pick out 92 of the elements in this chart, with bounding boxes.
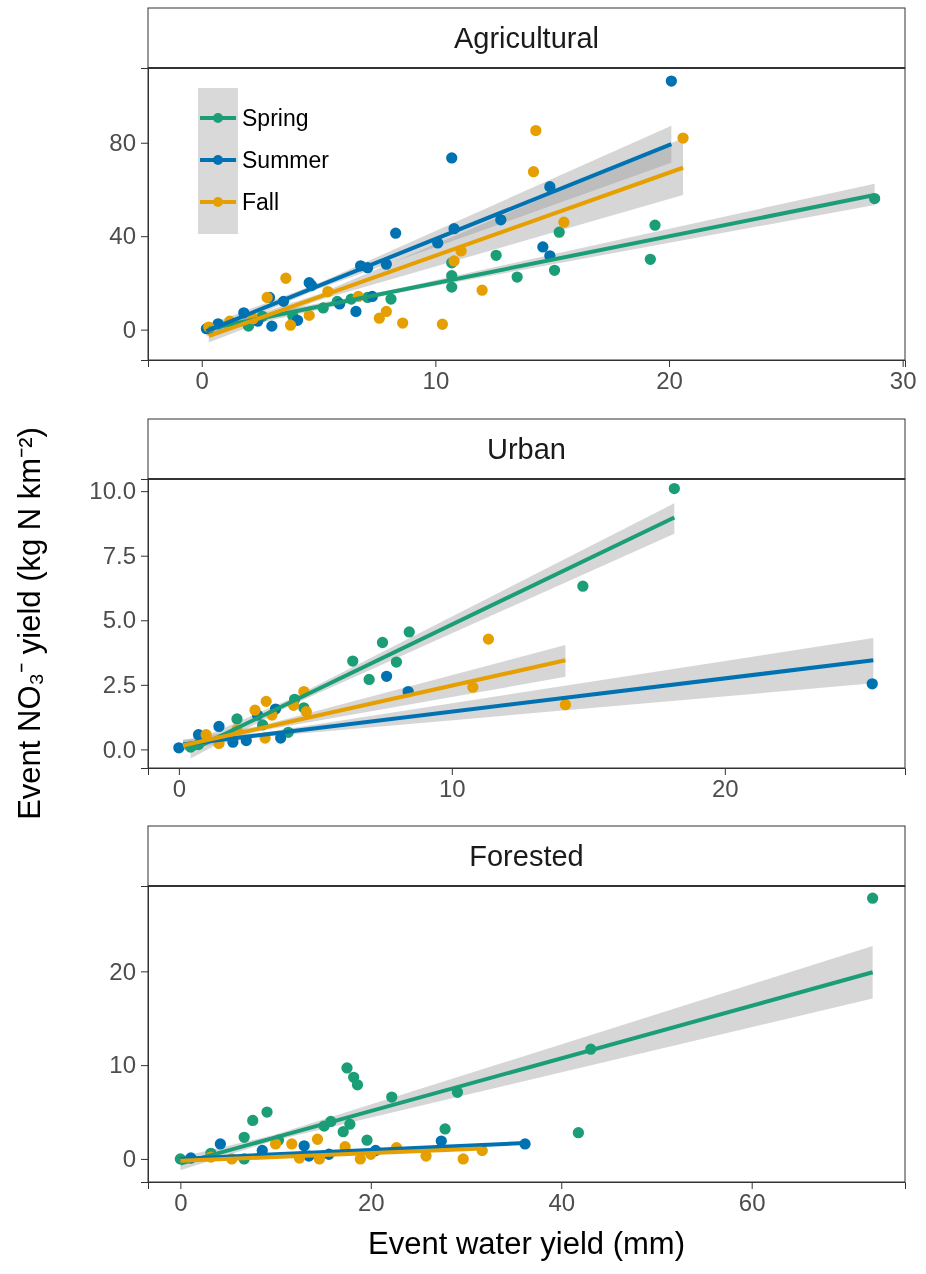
y-tick-label: 2.5 [102,671,136,699]
point [527,166,540,178]
point [390,656,403,668]
point [446,281,458,293]
x-tick-label: 0 [174,1189,188,1217]
point [173,742,185,754]
point [559,699,572,711]
point [644,253,656,265]
y-tick-label: 0.0 [102,735,136,763]
point [397,317,409,329]
point [231,713,243,725]
point [649,219,661,231]
point [386,1091,398,1103]
point [247,1114,259,1127]
point [537,241,549,253]
x-tick-label: 30 [889,367,917,395]
point [337,1126,349,1138]
x-axis-title: Event water yield (mm) [368,1226,685,1261]
point [286,1138,298,1150]
point [361,1134,373,1146]
y-tick-label: 20 [109,957,136,985]
y-tick-label: 80 [109,128,136,156]
legend-label: Spring [242,105,309,131]
point [261,1106,273,1118]
point [548,264,561,276]
point [269,1138,282,1150]
chart-title: Agricultural [453,22,600,54]
legend-label: Summer [242,147,330,173]
point [238,1131,250,1143]
y-tick-label: 10 [109,1051,136,1079]
point [311,1133,324,1145]
x-tick-label: 20 [711,775,739,803]
x-tick-label: 20 [656,367,683,395]
point [351,1079,364,1091]
point [363,673,375,686]
point [403,626,415,638]
point [476,284,488,296]
y-axis-title: Event NO₃⁻ yield (kg N km⁻²) [12,427,47,820]
x-tick-label: 10 [438,775,466,803]
y-tick-label: 40 [109,222,136,250]
point [376,636,389,649]
point [260,695,272,707]
y-tick-label: 0 [122,1145,136,1173]
point [298,1140,310,1152]
point [665,75,677,87]
point [482,633,495,645]
y-tick-label: 0 [122,315,136,343]
point [866,892,879,904]
y-tick-label: 7.5 [102,541,136,569]
point [249,704,261,716]
x-tick-label: 10 [422,367,450,395]
point [530,124,542,137]
point [457,1153,469,1165]
point [553,226,565,238]
point [380,305,392,318]
point [668,482,680,495]
point [385,293,397,305]
point [866,678,878,690]
point [347,655,359,667]
point [344,1118,356,1130]
y-tick-label: 10.0 [89,477,136,505]
x-tick-label: 0 [195,367,209,395]
point [495,214,507,226]
point [300,706,312,718]
point [214,1138,227,1150]
point [284,319,297,331]
point [213,720,225,733]
point [677,132,689,144]
point [490,249,502,261]
point [572,1127,585,1139]
x-tick-label: 60 [738,1189,766,1217]
x-tick-label: 40 [548,1189,576,1217]
point [303,309,315,322]
point [436,318,449,330]
point [511,271,523,283]
point [280,272,292,284]
point [558,216,570,228]
y-tick-label: 5.0 [102,606,136,634]
point [266,320,278,332]
point [390,227,402,239]
point [577,580,589,592]
point [380,670,393,682]
point [373,312,385,324]
point [350,305,362,318]
x-tick-label: 0 [172,775,187,803]
chart-title: Urban [487,433,566,465]
point [341,1062,353,1074]
legend-label: Fall [242,189,280,215]
point [446,152,458,164]
point [439,1123,451,1135]
x-tick-label: 20 [357,1189,385,1217]
chart-title: Forested [469,840,584,872]
